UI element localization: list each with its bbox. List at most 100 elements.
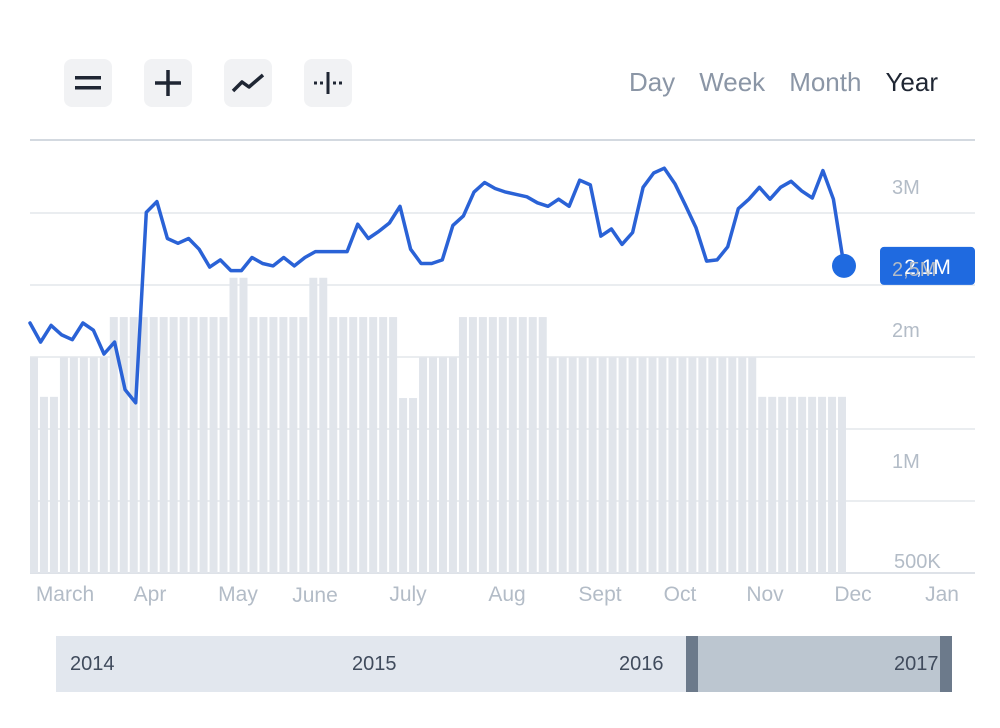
price-line-layer (28, 166, 856, 405)
volume-bar (69, 357, 78, 573)
volume-bar (349, 317, 358, 573)
price-chart: 2,1M 3M 2,5M 2m 1M 500K March Apr May June July Au… (28, 139, 975, 607)
volume-bar (359, 317, 368, 573)
navigator-window[interactable] (692, 636, 952, 692)
range-navigator[interactable]: 2014 2015 2016 2017 (56, 636, 952, 692)
volume-bar (678, 357, 687, 573)
current-value-badge (880, 246, 975, 285)
y-tick-label: 3M (892, 177, 920, 199)
volume-bar (468, 317, 477, 573)
volume-bar (119, 317, 128, 573)
volume-bar (648, 357, 657, 573)
x-tick-label: Nov (746, 583, 784, 606)
equals-tool-button[interactable] (64, 59, 112, 107)
x-tick-label: June (292, 584, 338, 607)
volume-bar (618, 357, 627, 573)
trend-line-tool-button[interactable] (224, 59, 272, 107)
current-point-marker[interactable] (832, 253, 856, 278)
equals-icon (75, 76, 101, 90)
volume-bar (818, 396, 827, 573)
volume-bar (668, 357, 677, 573)
plus-tool-button[interactable] (144, 59, 192, 107)
volume-bar (608, 357, 617, 573)
candlestick-tool-button[interactable] (304, 59, 352, 107)
volume-bar (219, 317, 228, 573)
volume-bar (199, 317, 208, 573)
price-line (28, 166, 846, 405)
volume-bars (30, 277, 846, 573)
navigator-year-label: 2017 (894, 653, 939, 675)
volume-bar (508, 317, 517, 573)
volume-bar (439, 357, 447, 573)
volume-bar (698, 357, 707, 573)
volume-bar (808, 396, 817, 573)
volume-bar (538, 317, 547, 573)
range-month[interactable]: Month (789, 67, 862, 97)
navigator-right-handle[interactable] (940, 636, 952, 692)
y-tick-label: 500K (894, 551, 941, 573)
range-week[interactable]: Week (699, 67, 766, 97)
volume-bar (239, 277, 248, 573)
volume-bar (389, 317, 398, 573)
volume-bar (478, 317, 487, 573)
volume-bar (289, 317, 298, 573)
volume-bar (369, 317, 378, 573)
volume-bar (528, 317, 537, 573)
volume-bar (309, 277, 318, 573)
time-range-selector: Day Week Month Year (629, 66, 938, 98)
volume-bar (30, 357, 38, 573)
volume-bar (568, 357, 577, 573)
x-tick-label: May (218, 583, 258, 606)
navigator-year-label: 2014 (70, 653, 115, 675)
volume-bar (209, 317, 218, 573)
volume-bar (279, 317, 288, 573)
x-tick-label: Jan (925, 583, 959, 606)
navigator-left-handle[interactable] (686, 636, 699, 692)
volume-bar (488, 317, 497, 573)
x-tick-label: March (36, 583, 94, 606)
volume-bar (169, 317, 178, 573)
x-tick-label: July (389, 583, 427, 606)
volume-bar (788, 396, 797, 573)
volume-bar (379, 317, 388, 573)
volume-bar (598, 357, 607, 573)
volume-bar (798, 396, 807, 573)
volume-bar (748, 357, 757, 573)
volume-bar (319, 277, 328, 573)
volume-bar (728, 357, 737, 573)
volume-bar (429, 357, 437, 573)
volume-bar (269, 317, 278, 573)
volume-bar (419, 357, 428, 573)
navigator-year-label: 2016 (619, 653, 664, 675)
range-day[interactable]: Day (628, 67, 676, 97)
volume-bar (458, 317, 467, 573)
volume-bar (129, 317, 138, 573)
volume-bar (518, 317, 527, 573)
volume-bar (149, 317, 158, 573)
volume-bar (448, 357, 457, 573)
candlestick-icon (314, 72, 342, 94)
volume-bar (179, 317, 188, 573)
volume-bar (588, 357, 597, 573)
volume-bar (229, 277, 238, 573)
volume-bar (329, 317, 338, 573)
y-tick-label: 1M (892, 451, 920, 473)
volume-bar (708, 357, 717, 573)
volume-bar (49, 396, 58, 573)
volume-bar (39, 396, 48, 573)
volume-bar (249, 317, 258, 573)
volume-bar (658, 357, 667, 573)
volume-bar (718, 357, 727, 573)
range-year[interactable]: Year (885, 67, 938, 97)
volume-bar (498, 317, 507, 573)
volume-bar (688, 357, 697, 573)
volume-bar (339, 317, 348, 573)
volume-bar (259, 317, 268, 573)
x-tick-label: Oct (664, 583, 697, 606)
volume-bar (578, 357, 587, 573)
volume-bar (89, 357, 98, 573)
volume-bar (299, 317, 308, 573)
volume-bar (189, 317, 198, 573)
x-tick-label: Sept (578, 583, 621, 606)
volume-bar (828, 396, 837, 573)
